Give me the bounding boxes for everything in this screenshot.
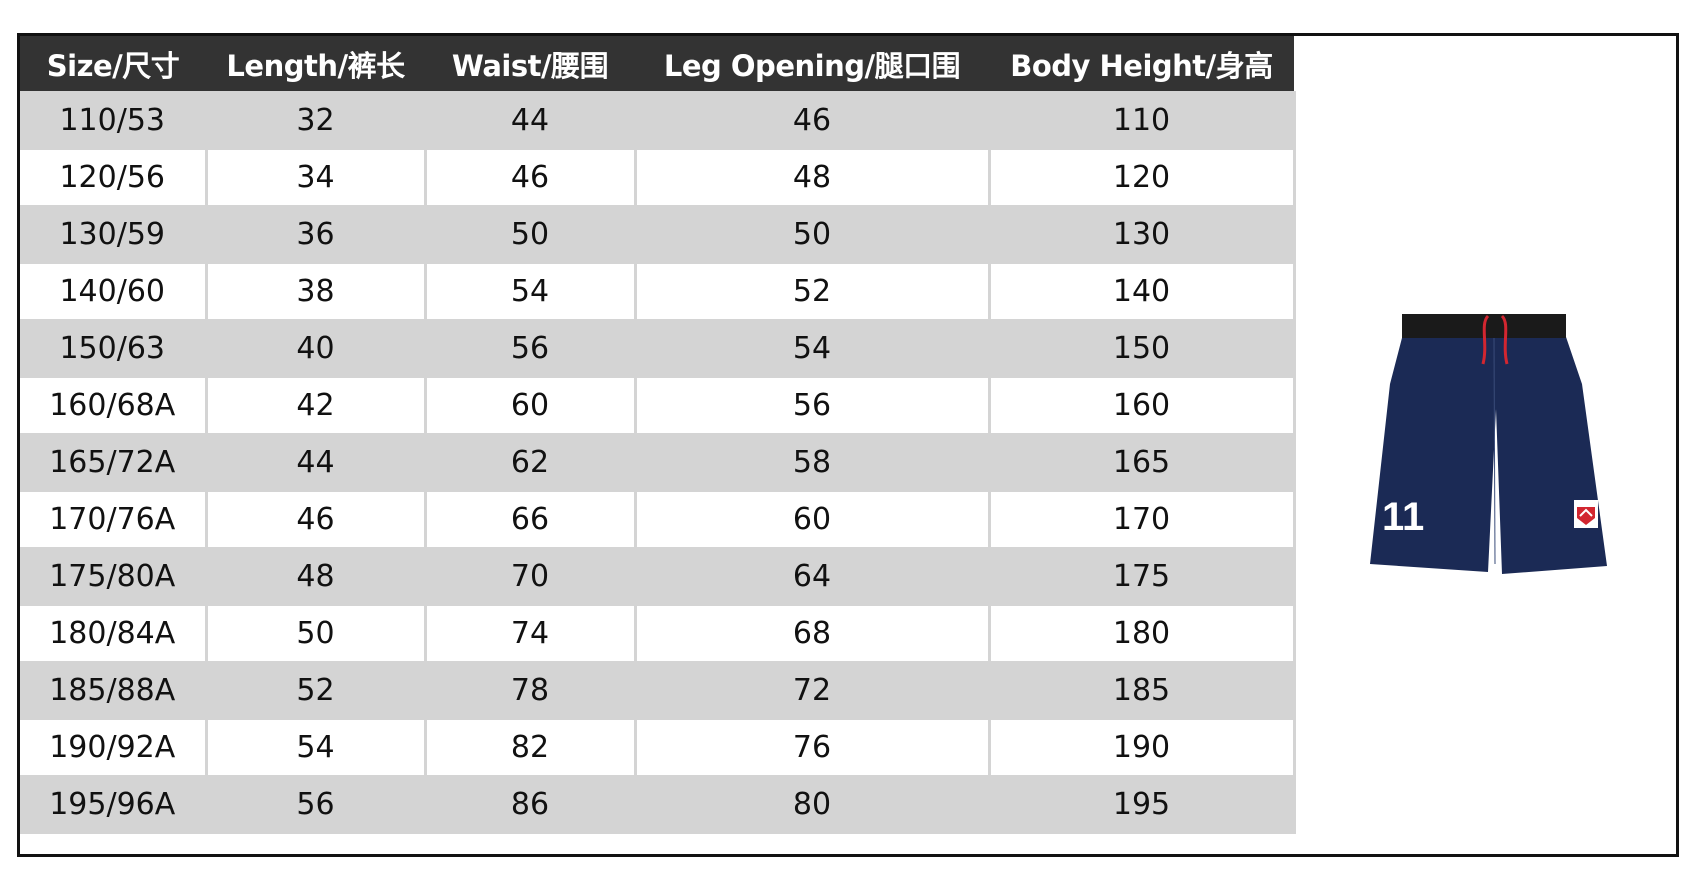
column-header: Leg Opening/腿口围: [635, 36, 989, 92]
table-cell: 54: [423, 262, 637, 321]
table-cell: 180: [987, 604, 1296, 663]
table-row: 110/53 32 44 46 110: [20, 91, 1296, 150]
table-cell: 58: [633, 433, 991, 492]
table-cell: 64: [633, 547, 991, 606]
table-cell: 48: [633, 148, 991, 207]
table-cell: 160: [987, 376, 1296, 435]
table-cell: 56: [423, 319, 637, 378]
table-row: 140/60 38 54 52 140: [20, 262, 1296, 321]
table-cell: 74: [423, 604, 637, 663]
table-row: 195/96A 56 86 80 195: [20, 775, 1296, 834]
column-header: Length/裤长: [206, 36, 425, 92]
table-row: 120/56 34 46 48 120: [20, 148, 1296, 207]
column-header: Body Height/身高: [989, 36, 1294, 92]
table-cell: 130: [987, 205, 1296, 264]
table-cell: 140/60: [20, 262, 208, 321]
table-cell: 52: [204, 661, 427, 720]
table-cell: 150: [987, 319, 1296, 378]
table-cell: 56: [204, 775, 427, 834]
table-cell: 80: [633, 775, 991, 834]
table-cell: 185/88A: [20, 661, 208, 720]
table-cell: 190/92A: [20, 718, 208, 777]
table-row: 185/88A 52 78 72 185: [20, 661, 1296, 720]
table-cell: 62: [423, 433, 637, 492]
table-cell: 44: [423, 91, 637, 150]
table-cell: 46: [633, 91, 991, 150]
table-cell: 38: [204, 262, 427, 321]
table-cell: 46: [423, 148, 637, 207]
table-cell: 56: [633, 376, 991, 435]
table-cell: 34: [204, 148, 427, 207]
table-cell: 180/84A: [20, 604, 208, 663]
size-chart-frame: Size/尺寸 Length/裤长 Waist/腰围 Leg Opening/腿口围 B…: [17, 33, 1679, 857]
drawstring-icon: [1481, 314, 1509, 365]
table-cell: 110: [987, 91, 1296, 150]
column-header: Size/尺寸: [20, 36, 206, 92]
table-row: 175/80A 48 70 64 175: [20, 547, 1296, 606]
table-cell: 70: [423, 547, 637, 606]
table-row: 165/72A 44 62 58 165: [20, 433, 1296, 492]
column-header: Waist/腰围: [425, 36, 635, 92]
table-row: 130/59 36 50 50 130: [20, 205, 1296, 264]
table-cell: 165/72A: [20, 433, 208, 492]
table-row: 190/92A 54 82 76 190: [20, 718, 1296, 777]
table-cell: 195: [987, 775, 1296, 834]
shorts-number: 11: [1382, 495, 1424, 539]
table-cell: 78: [423, 661, 637, 720]
table-cell: 185: [987, 661, 1296, 720]
table-cell: 46: [204, 490, 427, 549]
table-cell: 120/56: [20, 148, 208, 207]
table-cell: 165: [987, 433, 1296, 492]
shorts-body: [1370, 334, 1607, 574]
table-row: 160/68A 42 60 56 160: [20, 376, 1296, 435]
table-cell: 52: [633, 262, 991, 321]
table-cell: 130/59: [20, 205, 208, 264]
table-cell: 50: [633, 205, 991, 264]
table-cell: 42: [204, 376, 427, 435]
table-cell: 190: [987, 718, 1296, 777]
crest-icon: [1574, 500, 1598, 528]
size-table: Size/尺寸 Length/裤长 Waist/腰围 Leg Opening/腿口围 B…: [20, 36, 1296, 834]
table-cell: 50: [423, 205, 637, 264]
table-cell: 175/80A: [20, 547, 208, 606]
table-row: 180/84A 50 74 68 180: [20, 604, 1296, 663]
table-cell: 170/76A: [20, 490, 208, 549]
table-cell: 195/96A: [20, 775, 208, 834]
table-cell: 40: [204, 319, 427, 378]
table-cell: 50: [204, 604, 427, 663]
table-cell: 110/53: [20, 91, 208, 150]
table-cell: 175: [987, 547, 1296, 606]
table-cell: 82: [423, 718, 637, 777]
table-cell: 32: [204, 91, 427, 150]
table-row: 150/63 40 56 54 150: [20, 319, 1296, 378]
table-cell: 36: [204, 205, 427, 264]
header-row: Size/尺寸 Length/裤长 Waist/腰围 Leg Opening/腿口围 B…: [20, 36, 1294, 92]
table-row: 170/76A 46 66 60 170: [20, 490, 1296, 549]
table-cell: 160/68A: [20, 376, 208, 435]
table-cell: 68: [633, 604, 991, 663]
shorts-product-image: 11: [1370, 314, 1607, 574]
table-cell: 60: [423, 376, 637, 435]
table-cell: 60: [633, 490, 991, 549]
table-cell: 48: [204, 547, 427, 606]
table-cell: 44: [204, 433, 427, 492]
table-cell: 76: [633, 718, 991, 777]
table-cell: 140: [987, 262, 1296, 321]
table-cell: 86: [423, 775, 637, 834]
table-cell: 150/63: [20, 319, 208, 378]
table-cell: 54: [633, 319, 991, 378]
table-cell: 54: [204, 718, 427, 777]
table-cell: 72: [633, 661, 991, 720]
table-cell: 120: [987, 148, 1296, 207]
table-cell: 170: [987, 490, 1296, 549]
table-cell: 66: [423, 490, 637, 549]
